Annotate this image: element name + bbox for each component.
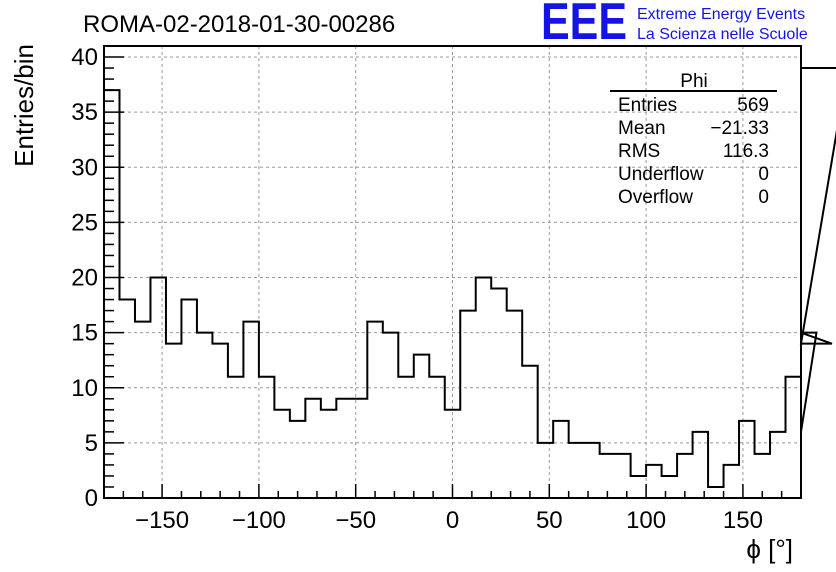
y-axis-title: Entries/bin bbox=[9, 44, 39, 167]
histogram-bin bbox=[476, 278, 491, 498]
grid-lines bbox=[104, 46, 801, 498]
histogram-bin bbox=[398, 377, 413, 498]
histogram-bin bbox=[259, 377, 274, 498]
histogram-bin bbox=[507, 311, 522, 498]
stats-label: Overflow bbox=[618, 187, 693, 208]
stats-value: 116.3 bbox=[723, 141, 769, 162]
eee-logo-line2: La Scienza nelle Scuole bbox=[637, 26, 808, 43]
stats-label: Entries bbox=[618, 95, 677, 116]
histogram-bin bbox=[197, 333, 212, 498]
stats-label: RMS bbox=[618, 141, 660, 162]
histogram-bin bbox=[367, 322, 382, 498]
chart-title: ROMA-02-2018-01-30-00286 bbox=[83, 11, 395, 38]
histogram-bin bbox=[631, 476, 646, 498]
histogram-bin bbox=[414, 355, 429, 498]
histogram-bin bbox=[274, 410, 289, 498]
y-tick-label: 15 bbox=[71, 320, 98, 347]
stats-label: Mean bbox=[618, 118, 666, 139]
histogram-bin bbox=[770, 432, 785, 498]
stats-value: −21.33 bbox=[710, 118, 769, 139]
histogram-bin bbox=[383, 333, 398, 498]
stats-label: Underflow bbox=[618, 164, 704, 185]
histogram-bin bbox=[460, 311, 475, 498]
y-tick-label: 5 bbox=[85, 430, 98, 457]
x-tick-label: 0 bbox=[446, 507, 459, 534]
histogram-bin bbox=[104, 90, 119, 498]
y-tick-label: 30 bbox=[71, 154, 98, 181]
histogram-bin bbox=[786, 377, 801, 498]
histogram-bin bbox=[119, 300, 134, 498]
histogram-bin bbox=[739, 421, 754, 498]
histogram-bin bbox=[569, 443, 584, 498]
histogram-line bbox=[104, 67, 836, 488]
histogram-bin bbox=[150, 278, 165, 498]
histogram-bin bbox=[290, 421, 305, 498]
eee-logo-line1: Extreme Energy Events bbox=[637, 6, 805, 23]
eee-logo-mark: EEE bbox=[541, 0, 627, 51]
histogram-bin bbox=[336, 399, 351, 498]
histogram-bin bbox=[693, 432, 708, 498]
histogram-bin bbox=[321, 410, 336, 498]
x-tick-label: −50 bbox=[335, 507, 376, 534]
histogram-bin bbox=[584, 443, 599, 498]
histogram-bin bbox=[708, 487, 723, 498]
stats-value: 569 bbox=[737, 95, 769, 116]
histogram-bin bbox=[212, 344, 227, 498]
histogram-bin bbox=[538, 443, 553, 498]
histogram-bin bbox=[135, 322, 150, 498]
x-tick-label: 150 bbox=[723, 507, 763, 534]
histogram-bin bbox=[615, 454, 630, 498]
histogram-bin bbox=[181, 300, 196, 498]
y-tick-label: 25 bbox=[71, 209, 98, 236]
y-tick-label: 40 bbox=[71, 44, 98, 71]
histogram-bin bbox=[352, 399, 367, 498]
stats-value: 0 bbox=[758, 187, 769, 208]
stats-box: Phi Entries 569 Mean −21.33 RMS 116.3 Underflo… bbox=[610, 71, 777, 208]
histogram-bin bbox=[491, 289, 506, 498]
y-tick-label: 20 bbox=[71, 265, 98, 292]
histogram-bin bbox=[553, 421, 568, 498]
stats-value: 0 bbox=[758, 164, 769, 185]
histogram-bin bbox=[522, 366, 537, 498]
histogram-bin bbox=[662, 476, 677, 498]
x-axis-title: ϕ [°] bbox=[746, 534, 793, 564]
histogram-bin bbox=[243, 322, 258, 498]
y-tick-label: 0 bbox=[85, 485, 98, 512]
histogram-bin bbox=[724, 465, 739, 498]
histogram-bin bbox=[646, 465, 661, 498]
axis-ticks: −150 −100 −50 0 50 100 150 0 5 10 15 20 25 30 35 40 bbox=[71, 44, 802, 534]
x-tick-label: −100 bbox=[232, 507, 286, 534]
y-tick-label: 10 bbox=[71, 375, 98, 402]
stats-title: Phi bbox=[680, 71, 707, 92]
x-tick-label: 50 bbox=[536, 507, 563, 534]
histogram-series bbox=[104, 67, 836, 498]
histogram-bin bbox=[305, 399, 320, 498]
x-tick-label: 100 bbox=[626, 507, 666, 534]
histogram-bin bbox=[166, 344, 181, 498]
histogram-bin bbox=[429, 377, 444, 498]
y-tick-label: 35 bbox=[71, 99, 98, 126]
x-tick-label: −150 bbox=[135, 507, 189, 534]
histogram-bin bbox=[228, 377, 243, 498]
